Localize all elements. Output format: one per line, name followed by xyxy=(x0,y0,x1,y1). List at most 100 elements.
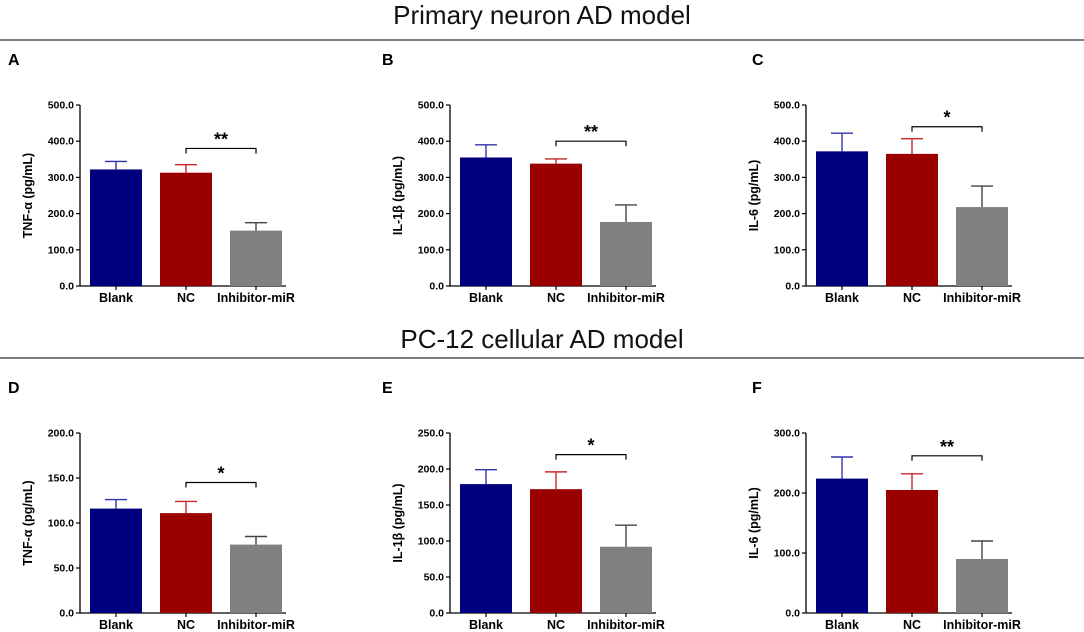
y-tick-label: 50.0 xyxy=(54,563,75,575)
y-tick-label: 500.0 xyxy=(774,100,800,112)
bar-nc xyxy=(530,163,582,286)
y-tick-label: 100.0 xyxy=(48,244,74,256)
y-tick-label: 200.0 xyxy=(418,464,444,476)
chart-row-pc12: D 0.0 50.0 100.0 150.0 200.0 TNF-α (pg/mL) Blan… xyxy=(8,380,1021,632)
panel-letter: E xyxy=(382,380,393,397)
y-tick-label: 0.0 xyxy=(785,281,800,293)
significance-label: * xyxy=(943,108,950,128)
significance-bracket xyxy=(555,454,627,460)
y-tick-label: 200.0 xyxy=(418,208,444,220)
chart-panel-a: A 0.0 100.0 200.0 300.0 400.0 500.0 TNF-α (pg/m… xyxy=(8,52,295,305)
significance-label: ** xyxy=(940,437,954,457)
y-axis-title: TNF-α (pg/mL) xyxy=(21,153,35,238)
bar-blank xyxy=(460,157,512,286)
y-tick-label: 300.0 xyxy=(418,172,444,184)
chart-panel-e: E 0.0 50.0 100.0 150.0 200.0 250.0 IL-1β (pg/mL… xyxy=(382,380,665,632)
bar-inhibitor-mir xyxy=(230,544,282,613)
bar-nc xyxy=(530,489,582,613)
chart-row-primary-neuron: A 0.0 100.0 200.0 300.0 400.0 500.0 TNF-α (pg/m… xyxy=(8,52,1021,305)
panel-letter: F xyxy=(752,380,762,397)
y-tick-label: 100.0 xyxy=(418,244,444,256)
y-tick-label: 250.0 xyxy=(418,428,444,440)
bar-inhibitor-mir xyxy=(600,221,652,286)
bar-inhibitor-mir xyxy=(600,546,652,613)
bar-inhibitor-mir xyxy=(230,230,282,286)
y-tick-label: 300.0 xyxy=(48,172,74,184)
y-tick-label: 100.0 xyxy=(418,536,444,548)
chart-panel-f: F 0.0 100.0 200.0 300.0 IL-6 (pg/mL) Blank NC In… xyxy=(747,380,1021,632)
y-tick-label: 150.0 xyxy=(418,500,444,512)
bar-nc xyxy=(160,513,212,613)
x-category-label: Inhibitor-miR xyxy=(587,618,665,632)
x-category-label: Inhibitor-miR xyxy=(943,291,1021,305)
y-tick-label: 400.0 xyxy=(774,136,800,148)
y-tick-label: 400.0 xyxy=(418,136,444,148)
y-tick-label: 100.0 xyxy=(774,244,800,256)
y-axis-title: TNF-α (pg/mL) xyxy=(21,480,35,565)
x-category-label: NC xyxy=(547,291,565,305)
y-tick-label: 150.0 xyxy=(48,473,74,485)
x-category-label: NC xyxy=(177,618,195,632)
significance-label: ** xyxy=(214,129,228,149)
significance-label: * xyxy=(217,464,224,484)
y-tick-label: 0.0 xyxy=(785,608,800,620)
bar-inhibitor-mir xyxy=(956,207,1008,286)
chart-panel-c: C 0.0 100.0 200.0 300.0 400.0 500.0 IL-6 (pg/mL… xyxy=(747,52,1021,305)
significance-bracket xyxy=(555,140,627,147)
x-category-label: Inhibitor-miR xyxy=(587,291,665,305)
bar-nc xyxy=(886,153,938,286)
bar-blank xyxy=(90,508,142,613)
y-tick-label: 200.0 xyxy=(774,208,800,220)
x-category-label: NC xyxy=(903,291,921,305)
bar-blank xyxy=(816,478,868,613)
y-axis-title: IL-1β (pg/mL) xyxy=(391,483,405,562)
y-tick-label: 0.0 xyxy=(429,608,444,620)
x-category-label: Blank xyxy=(825,618,859,632)
panel-letter: B xyxy=(382,52,394,69)
bar-nc xyxy=(886,490,938,613)
significance-label: ** xyxy=(584,122,598,142)
y-tick-label: 200.0 xyxy=(774,488,800,500)
panel-letter: D xyxy=(8,380,20,397)
y-tick-label: 200.0 xyxy=(48,208,74,220)
section-title-pc12: PC-12 cellular AD model xyxy=(400,324,683,354)
x-category-label: Inhibitor-miR xyxy=(217,291,295,305)
panel-letter: A xyxy=(8,52,20,69)
y-axis-title: IL-1β (pg/mL) xyxy=(391,156,405,235)
significance-bracket xyxy=(911,126,983,132)
x-category-label: Inhibitor-miR xyxy=(943,618,1021,632)
x-category-label: Blank xyxy=(469,291,503,305)
y-tick-label: 200.0 xyxy=(48,428,74,440)
significance-bracket xyxy=(185,481,257,488)
y-tick-label: 50.0 xyxy=(424,572,445,584)
y-tick-label: 500.0 xyxy=(418,100,444,112)
y-tick-label: 0.0 xyxy=(429,281,444,293)
significance-label: * xyxy=(587,436,594,456)
bar-blank xyxy=(460,484,512,613)
y-tick-label: 0.0 xyxy=(59,281,74,293)
chart-panel-d: D 0.0 50.0 100.0 150.0 200.0 TNF-α (pg/mL) Blan… xyxy=(8,380,295,632)
y-axis-title: IL-6 (pg/mL) xyxy=(747,160,761,232)
significance-bracket xyxy=(185,147,257,154)
x-category-label: Blank xyxy=(825,291,859,305)
bar-nc xyxy=(160,172,212,286)
x-category-label: Blank xyxy=(469,618,503,632)
x-category-label: Inhibitor-miR xyxy=(217,618,295,632)
y-tick-label: 400.0 xyxy=(48,136,74,148)
bar-inhibitor-mir xyxy=(956,559,1008,613)
panel-letter: C xyxy=(752,52,764,69)
significance-bracket xyxy=(911,455,983,461)
x-category-label: NC xyxy=(903,618,921,632)
y-tick-label: 500.0 xyxy=(48,100,74,112)
section-title-primary-neuron: Primary neuron AD model xyxy=(393,0,691,30)
bar-blank xyxy=(90,169,142,286)
y-tick-label: 0.0 xyxy=(59,608,74,620)
y-tick-label: 100.0 xyxy=(774,548,800,560)
x-category-label: Blank xyxy=(99,291,133,305)
y-axis-title: IL-6 (pg/mL) xyxy=(747,487,761,559)
x-category-label: NC xyxy=(177,291,195,305)
y-tick-label: 300.0 xyxy=(774,172,800,184)
y-tick-label: 300.0 xyxy=(774,428,800,440)
chart-panel-b: B 0.0 100.0 200.0 300.0 400.0 500.0 IL-1β (pg/m… xyxy=(382,52,665,305)
